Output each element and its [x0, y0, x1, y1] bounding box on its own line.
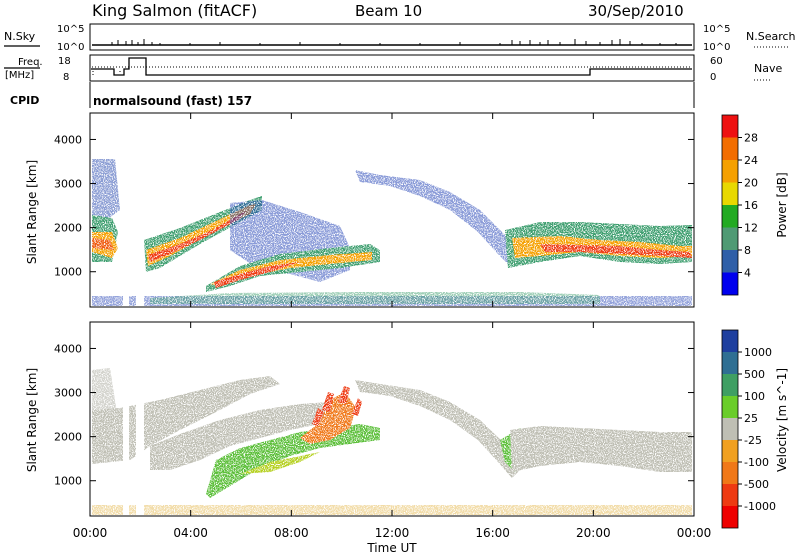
- power-y-tick-label: 2000: [54, 222, 82, 235]
- velocity-colorbar-swatch: [722, 374, 738, 396]
- velocity-colorbar-tick-label: -100: [744, 456, 769, 469]
- velocity-y-tick-label: 4000: [54, 342, 82, 355]
- power-colorbar-swatch: [722, 227, 738, 250]
- velocity-colorbar-tick-label: 100: [744, 390, 765, 403]
- power-ylabel: Slant Range [km]: [25, 160, 39, 264]
- freq-label-line1: Freq.: [18, 57, 43, 68]
- power-colorbar-swatch: [722, 160, 738, 183]
- power-y-tick-label: 3000: [54, 178, 82, 191]
- nsearch-label: N.Search: [746, 30, 796, 43]
- velocity-colorbar-swatch: [722, 440, 738, 462]
- power-colorbar-label: Power [dB]: [775, 172, 789, 237]
- power-colorbar: 4 8 12 16 20 24 28 Power [dB]: [721, 114, 789, 296]
- freq-panel: Freq. [MHz] 18 8 60 0 Nave: [4, 54, 782, 83]
- velocity-heatmap: [90, 322, 694, 516]
- power-heatmap: [90, 113, 694, 307]
- cpid-panel: CPID normalsound (fast) 157: [10, 82, 695, 108]
- freq-label-line2: [MHz]: [5, 70, 34, 81]
- velocity-colorbar-tick-label: 1000: [744, 346, 772, 359]
- power-colorbar-tick-label: 16: [744, 199, 758, 212]
- power-colorbar-swatch: [722, 272, 738, 295]
- nave-tick-low: 0: [710, 72, 716, 83]
- nave-tick-high: 60: [710, 56, 723, 67]
- velocity-colorbar-ticks: 1000 500 100 25 -25 -100 -500 -1000: [738, 346, 776, 513]
- x-tick-label: 08:00: [274, 526, 309, 540]
- velocity-colorbar-swatch: [722, 396, 738, 418]
- velocity-colorbar-tick-label: -25: [744, 434, 762, 447]
- power-colorbar-swatch: [722, 137, 738, 160]
- nsky-trace-spikes: [111, 39, 677, 45]
- x-tick-labels: 00:00 04:00 08:00 12:00 16:00 20:00 00:00: [73, 526, 712, 540]
- velocity-speckle: [90, 322, 694, 516]
- nsky-panel: N.Sky 10^5 10^0 N.Search 10^5 10^0: [4, 23, 796, 53]
- nave-label: Nave: [754, 62, 782, 75]
- power-speckle: [90, 113, 694, 307]
- power-x-ticks: [89, 113, 695, 307]
- power-colorbar-swatches: [722, 115, 738, 295]
- freq-panel-frame: [89, 54, 695, 82]
- nsky-trace: [92, 39, 692, 46]
- power-colorbar-tick-label: 28: [744, 132, 758, 145]
- velocity-y-tick-label: 2000: [54, 431, 82, 444]
- velocity-colorbar-tick-label: 500: [744, 368, 765, 381]
- velocity-colorbar-tick-label: -500: [744, 478, 769, 491]
- velocity-colorbar-swatch: [722, 506, 738, 528]
- nsky-tick-high: 10^5: [57, 24, 84, 35]
- velocity-colorbar-swatch: [722, 418, 738, 440]
- date-title: 30/Sep/2010: [588, 2, 684, 20]
- freq-tick-low: 8: [63, 72, 69, 83]
- velocity-colorbar-swatch: [722, 330, 738, 352]
- power-y-tick-label: 1000: [54, 266, 82, 279]
- power-panel: 1000 2000 3000 4000 Slant Range [km]: [25, 112, 695, 308]
- power-colorbar-tick-label: 12: [744, 222, 758, 235]
- velocity-colorbar-tick-label: 25: [744, 412, 758, 425]
- nsearch-tick-high: 10^5: [703, 24, 730, 35]
- power-colorbar-tick-label: 24: [744, 154, 758, 167]
- velocity-colorbar-swatches: [722, 330, 738, 528]
- velocity-y-tick-label: 1000: [54, 475, 82, 488]
- freq-trace: [91, 57, 692, 76]
- power-colorbar-swatch: [722, 115, 738, 138]
- x-tick-label: 12:00: [375, 526, 410, 540]
- velocity-colorbar-swatch: [722, 462, 738, 484]
- velocity-y-tick-label: 3000: [54, 387, 82, 400]
- nsky-panel-frame: [89, 23, 695, 51]
- velocity-colorbar-frame: [721, 329, 739, 529]
- nsky-tick-low: 10^0: [57, 42, 84, 53]
- x-tick-label: 00:00: [73, 526, 108, 540]
- cpid-label: CPID: [10, 94, 39, 107]
- power-colorbar-tick-label: 8: [744, 244, 751, 257]
- x-tick-label: 04:00: [173, 526, 208, 540]
- x-tick-label: 00:00: [677, 526, 712, 540]
- power-y-tick-label: 4000: [54, 133, 82, 146]
- velocity-colorbar: 1000 500 100 25 -25 -100 -500 -1000 Velocity [m…: [721, 329, 789, 529]
- velocity-ylabel: Slant Range [km]: [25, 368, 39, 472]
- cpid-text: normalsound (fast) 157: [93, 94, 252, 108]
- power-colorbar-swatch: [722, 250, 738, 273]
- power-y-axis: 1000 2000 3000 4000: [54, 133, 694, 279]
- power-colorbar-swatch: [722, 205, 738, 228]
- power-colorbar-swatch: [722, 182, 738, 205]
- velocity-colorbar-label: Velocity [m s^-1]: [775, 368, 789, 472]
- power-colorbar-ticks: 4 8 12 16 20 24 28: [738, 132, 758, 280]
- freq-tick-high: 18: [58, 56, 71, 67]
- x-tick-label: 16:00: [475, 526, 510, 540]
- power-colorbar-tick-label: 20: [744, 177, 758, 190]
- x-tick-label: 20:00: [576, 526, 611, 540]
- power-colorbar-tick-label: 4: [744, 267, 751, 280]
- velocity-y-axis: 1000 2000 3000 4000: [54, 342, 694, 488]
- x-axis-label: Time UT: [366, 541, 417, 554]
- nsearch-tick-low: 10^0: [703, 42, 730, 53]
- nave-trace-dots: [92, 71, 121, 75]
- velocity-x-ticks: [89, 322, 695, 516]
- velocity-colorbar-swatch: [722, 352, 738, 374]
- station-title: King Salmon (fitACF): [92, 1, 257, 20]
- velocity-colorbar-swatch: [722, 484, 738, 506]
- velocity-colorbar-tick-label: -1000: [744, 500, 776, 513]
- nsky-label: N.Sky: [4, 30, 36, 43]
- beam-title: Beam 10: [355, 2, 422, 20]
